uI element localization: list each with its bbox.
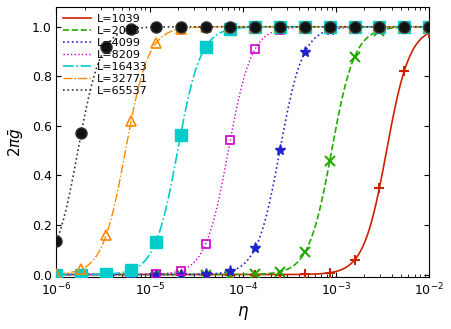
L=8209	[231, 122, 236, 126]
Line: L=2053: L=2053	[56, 27, 429, 275]
L=4099	[54, 273, 59, 277]
L=65537	[359, 25, 364, 29]
L=32771	[426, 25, 432, 29]
L=65537	[276, 25, 281, 29]
L=1039	[233, 273, 239, 277]
L=32771	[418, 25, 423, 29]
Line: L=4099: L=4099	[56, 27, 429, 275]
L=8209	[276, 28, 281, 32]
L=1039	[359, 246, 364, 250]
L=2053	[255, 272, 261, 276]
L=32771	[276, 25, 281, 29]
L=32771	[54, 272, 59, 276]
L=8209	[233, 111, 239, 114]
L=32771	[359, 25, 364, 29]
L=4099	[359, 25, 364, 29]
L=8209	[418, 25, 423, 29]
L=16433	[255, 25, 261, 29]
Line: L=16433: L=16433	[56, 27, 429, 275]
L=16433	[276, 25, 281, 29]
Line: L=1039: L=1039	[56, 33, 429, 275]
L=65537	[426, 25, 432, 29]
L=16433	[233, 26, 239, 30]
L=2053	[54, 273, 59, 277]
L=65537	[54, 239, 59, 243]
L=32771	[233, 25, 239, 29]
L=16433	[418, 25, 423, 29]
L=65537	[255, 25, 261, 29]
Y-axis label: $2\pi\bar{g}$: $2\pi\bar{g}$	[7, 127, 26, 157]
L=16433	[54, 273, 59, 277]
L=1039	[418, 38, 423, 42]
L=2053	[233, 272, 239, 276]
L=8209	[255, 42, 261, 46]
L=32771	[255, 25, 261, 29]
L=4099	[418, 25, 423, 29]
Line: L=8209: L=8209	[56, 27, 429, 275]
Line: L=32771: L=32771	[56, 27, 429, 274]
L=4099	[255, 240, 261, 244]
L=65537	[418, 25, 423, 29]
L=4099	[231, 268, 236, 272]
L=8209	[426, 25, 432, 29]
L=4099	[276, 157, 281, 161]
L=8209	[359, 25, 364, 29]
L=2053	[276, 270, 281, 274]
L=2053	[426, 25, 432, 29]
L=16433	[426, 25, 432, 29]
L=65537	[233, 25, 239, 29]
X-axis label: $\eta$: $\eta$	[237, 304, 249, 322]
L=1039	[255, 273, 261, 277]
L=1039	[231, 273, 236, 277]
L=1039	[426, 31, 432, 35]
L=2053	[359, 42, 364, 46]
L=2053	[418, 25, 423, 29]
L=4099	[233, 267, 239, 271]
L=4099	[426, 25, 432, 29]
Legend: L=1039, L=2053, L=4099, L=8209, L=16433, L=32771, L=65537: L=1039, L=2053, L=4099, L=8209, L=16433,…	[60, 10, 151, 99]
L=16433	[231, 27, 236, 31]
L=1039	[276, 272, 281, 276]
L=1039	[54, 273, 59, 277]
L=16433	[359, 25, 364, 29]
Line: L=65537: L=65537	[56, 27, 429, 241]
L=8209	[54, 273, 59, 277]
L=65537	[231, 25, 236, 29]
L=32771	[231, 25, 236, 29]
L=2053	[231, 272, 236, 276]
